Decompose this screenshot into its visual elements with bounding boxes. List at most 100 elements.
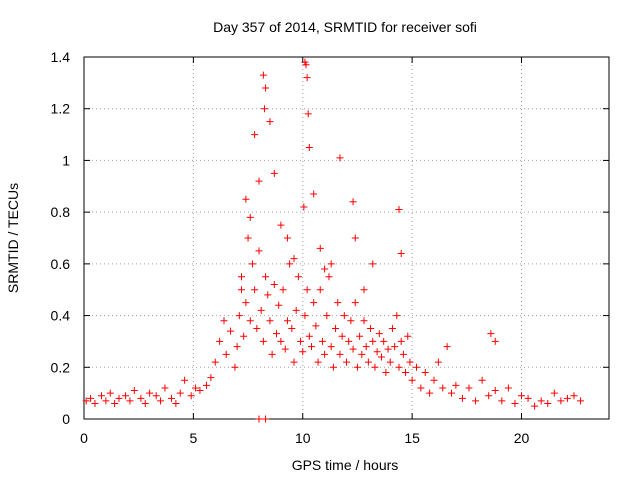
data-point [393, 312, 401, 320]
data-point [518, 392, 525, 400]
data-point [310, 190, 318, 198]
data-point [141, 399, 149, 407]
data-point [273, 330, 280, 338]
data-point [246, 317, 254, 325]
data-point [421, 368, 429, 376]
data-point [297, 337, 305, 345]
data-point [413, 363, 420, 371]
data-point [362, 343, 370, 351]
data-point [262, 84, 270, 92]
data-point [360, 317, 368, 325]
data-point [290, 358, 298, 366]
data-point [235, 312, 243, 320]
data-point [292, 306, 300, 314]
data-point [384, 345, 392, 353]
data-point [255, 415, 263, 423]
data-point [439, 384, 447, 392]
data-point [329, 363, 337, 371]
x-tick-label: 5 [189, 430, 197, 446]
data-point [122, 392, 130, 400]
data-point [246, 213, 254, 221]
data-point [275, 301, 283, 309]
data-point [303, 74, 311, 82]
data-point [391, 343, 399, 351]
data-point [277, 221, 285, 229]
data-point [283, 234, 291, 242]
data-point [563, 394, 571, 402]
data-point [345, 337, 353, 345]
data-point [281, 345, 289, 353]
data-point [340, 312, 348, 320]
data-point [312, 322, 320, 330]
data-point [305, 332, 313, 340]
data-point [332, 325, 340, 332]
data-point [233, 343, 241, 351]
data-point [448, 389, 455, 397]
data-point [255, 247, 263, 255]
data-point [544, 399, 552, 407]
x-tick-label: 0 [80, 430, 88, 446]
y-tick-label: 1 [62, 152, 70, 168]
data-point [327, 260, 335, 268]
data-point [351, 234, 359, 242]
data-point [487, 330, 495, 338]
data-point [349, 345, 357, 353]
data-point [336, 154, 344, 162]
data-point [222, 350, 230, 358]
data-point [270, 281, 278, 289]
data-point [248, 260, 256, 268]
data-point [266, 317, 274, 325]
data-point [511, 399, 519, 407]
data-point [356, 332, 364, 340]
data-point [378, 353, 385, 361]
data-point [404, 332, 412, 340]
data-point [367, 325, 375, 332]
x-tick-label: 15 [404, 430, 420, 446]
data-point [577, 397, 585, 405]
data-point [504, 384, 512, 392]
data-point [251, 131, 259, 139]
data-point [327, 343, 335, 351]
data-point [316, 244, 324, 252]
data-point [203, 381, 210, 389]
data-point [157, 397, 165, 405]
data-point [338, 332, 346, 340]
data-point [168, 394, 175, 402]
data-point [550, 389, 558, 397]
data-point [211, 358, 219, 366]
data-point [524, 394, 532, 402]
data-point [305, 144, 313, 151]
data-point [207, 374, 215, 382]
y-tick-label: 1.4 [51, 49, 71, 65]
data-point [262, 273, 270, 281]
data-point [531, 402, 539, 410]
chart-title: Day 357 of 2014, SRMTID for receiver sof… [213, 19, 477, 35]
data-point [251, 286, 259, 294]
data-point [231, 363, 239, 371]
data-point [375, 330, 383, 338]
data-point [417, 384, 425, 392]
data-point [485, 392, 493, 400]
data-point [192, 384, 200, 392]
data-point [260, 105, 268, 113]
data-point [430, 376, 438, 384]
y-tick-label: 0.6 [51, 256, 71, 272]
data-point [161, 384, 169, 392]
data-point [360, 286, 368, 294]
data-point [253, 325, 261, 332]
grid [84, 57, 609, 419]
data-point [240, 332, 248, 340]
data-point [102, 397, 110, 405]
data-point [87, 394, 95, 402]
data-point [318, 337, 326, 345]
data-point [196, 387, 204, 395]
data-point [382, 368, 390, 376]
data-point [238, 273, 245, 281]
data-point [349, 198, 357, 206]
data-point [498, 397, 506, 405]
data-point [82, 397, 90, 405]
data-point [353, 363, 361, 371]
y-tick-label: 0.8 [51, 204, 71, 220]
data-point [336, 350, 344, 358]
